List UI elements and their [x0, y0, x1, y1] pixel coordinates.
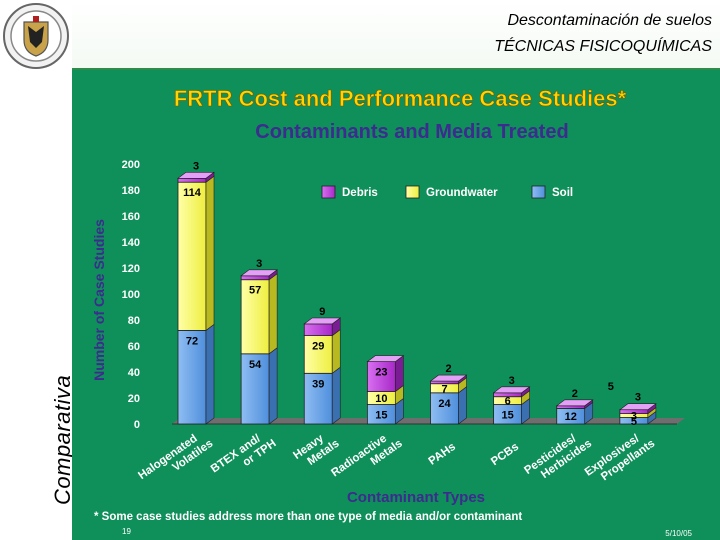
data-label-debris: 3 — [635, 392, 641, 404]
bar-debris — [177, 177, 207, 183]
bar-side-groundwater — [205, 175, 215, 331]
data-label-debris: 2 — [445, 363, 451, 375]
y-tick-label: 160 — [122, 211, 140, 223]
bar-top-face — [177, 172, 215, 179]
data-label-groundwater: 57 — [249, 285, 261, 297]
data-label-soil: 5 — [631, 416, 637, 428]
chart-subtitle: Contaminants and Media Treated — [255, 121, 568, 143]
data-label-groundwater: 29 — [312, 341, 324, 353]
stacked-bar-chart: FRTR Cost and Performance Case Studies* … — [91, 86, 693, 538]
legend-label-debris: Debris — [342, 187, 378, 199]
y-tick-label: 60 — [128, 341, 140, 353]
x-tick-label-line: PCBs — [489, 441, 521, 468]
legend-label-groundwater: Groundwater — [426, 187, 498, 199]
x-tick-label-line: PAHs — [427, 441, 458, 468]
y-tick-label: 120 — [122, 263, 140, 275]
bar-side-soil — [268, 347, 278, 425]
chart-title: FRTR Cost and Performance Case Studies* — [174, 86, 627, 111]
bar-debris — [303, 323, 333, 336]
bar-side-groundwater — [331, 329, 341, 374]
x-tick-label: PAHs — [427, 441, 458, 468]
data-label-soil: 24 — [438, 398, 451, 410]
x-axis-label: Contaminant Types — [347, 489, 485, 506]
y-tick-label: 20 — [128, 393, 140, 405]
y-tick-label: 80 — [128, 315, 140, 327]
data-label-debris: 3 — [509, 375, 515, 387]
bar-top-face — [303, 317, 342, 325]
y-axis-ticks: 0 20 40 60 80 100 120 140 160 180 200 — [122, 159, 140, 431]
data-label-soil: 12 — [565, 411, 577, 423]
x-tick-label: BTEX and/or TPH — [209, 432, 279, 475]
bar-side-soil — [458, 386, 467, 425]
legend-label-soil: Soil — [552, 187, 573, 199]
slide-date: 5/10/05 — [665, 529, 692, 538]
bar-debris — [240, 275, 270, 281]
header-bar: Descontaminación de suelos TÉCNICAS FISI… — [72, 0, 720, 71]
data-label-debris: 3 — [193, 160, 199, 172]
data-label-debris: 23 — [375, 367, 387, 379]
university-seal-icon — [3, 3, 69, 69]
y-axis-label: Number of Case Studies — [91, 219, 107, 381]
bar-top-face — [492, 386, 531, 394]
y-tick-label: 40 — [128, 367, 140, 379]
data-label-soil: 72 — [186, 335, 198, 347]
bar-groundwater — [177, 181, 207, 331]
y-tick-label: 0 — [134, 419, 140, 431]
bar-debris — [556, 405, 586, 409]
data-label-groundwater: 114 — [183, 187, 202, 199]
data-label-groundwater: 6 — [505, 396, 511, 408]
y-tick-label: 200 — [122, 159, 140, 171]
x-tick-label: Pesticides/Herbicides — [522, 432, 594, 481]
header-subtitle: Descontaminación de suelos — [507, 12, 712, 29]
data-label-debris: 2 — [572, 388, 578, 400]
bar-groundwater — [240, 279, 270, 355]
legend-swatch-debris — [321, 185, 336, 199]
bar-top-face — [366, 355, 405, 362]
y-tick-label: 100 — [122, 289, 140, 301]
sidebar: Comparativa — [0, 0, 75, 540]
slide-area: FRTR Cost and Performance Case Studies* … — [72, 70, 720, 540]
bar-side-groundwater — [268, 273, 278, 355]
legend: Debris Groundwater Soil — [321, 185, 573, 199]
bar-debris — [366, 361, 396, 392]
data-label-groundwater: 7 — [441, 383, 447, 395]
legend-swatch-soil — [531, 185, 546, 199]
data-label-soil: 54 — [249, 359, 262, 371]
y-tick-label: 180 — [122, 185, 140, 197]
x-tick-label: PCBs — [489, 441, 521, 468]
y-tick-label: 140 — [122, 237, 140, 249]
bar-top-face — [240, 269, 279, 277]
data-label-debris: 9 — [319, 306, 325, 318]
bars — [177, 171, 657, 425]
page-number: 19 — [122, 527, 131, 536]
bar-soil — [303, 372, 333, 425]
data-label-soil: 15 — [375, 409, 387, 421]
bar-top-face — [618, 403, 657, 411]
data-label-soil: 39 — [312, 378, 324, 390]
data-label-groundwater: 10 — [375, 393, 387, 405]
x-tick-label: Explosives/Propellants — [583, 432, 657, 483]
data-label-debris: 3 — [256, 258, 262, 270]
header-title: TÉCNICAS FISICOQUÍMICAS — [494, 38, 712, 55]
data-label-groundwater: 3 — [631, 411, 637, 423]
bar-side-soil — [205, 323, 215, 425]
extra-data-label: 5 — [608, 381, 614, 393]
data-label-soil: 15 — [502, 409, 514, 421]
bar-top-face — [429, 374, 468, 382]
legend-swatch-groundwater — [405, 185, 420, 199]
bar-side-soil — [331, 366, 341, 425]
bar-top-face — [555, 399, 594, 407]
footnote: * Some case studies address more than on… — [94, 511, 522, 523]
